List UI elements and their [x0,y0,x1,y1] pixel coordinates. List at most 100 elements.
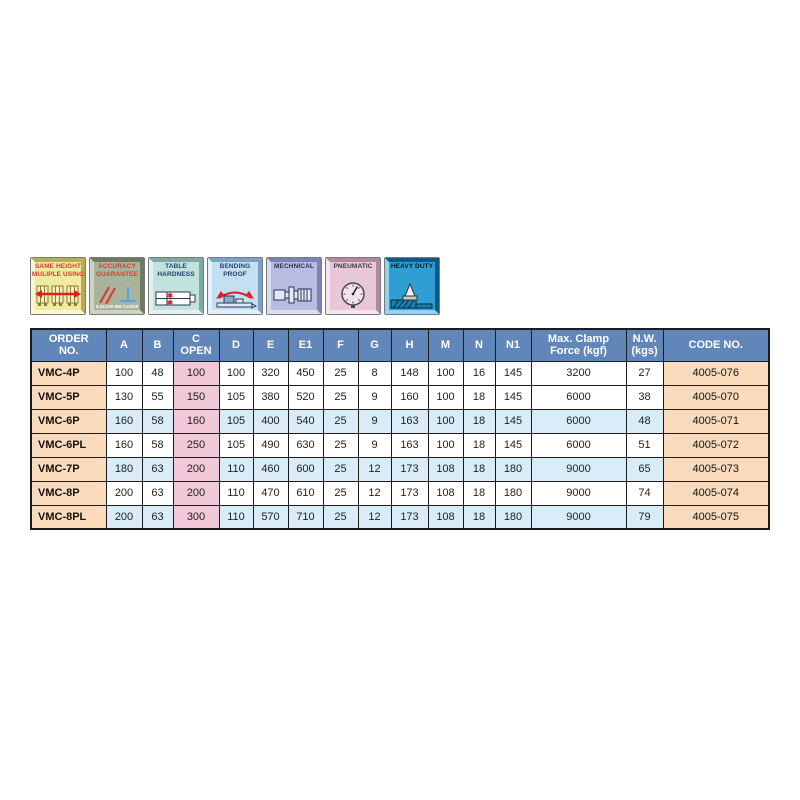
value-cell: 12 [357,504,392,530]
code-no-cell: 4005-071 [662,408,770,434]
value-cell: 100 [218,360,254,386]
value-cell: 6000 [530,384,627,410]
value-cell: 27 [625,360,664,386]
value-cell: 470 [252,480,289,506]
value-cell: 145 [494,408,532,434]
value-cell: 25 [322,384,359,410]
order-no-cell: VMC-7P [30,456,107,482]
table-row: VMC-6P 160 58 160 105 400 540 25 9 163 100 18 145 600… [30,408,770,434]
value-cell: 630 [287,432,324,458]
value-cell: 570 [252,504,289,530]
code-no-cell: 4005-073 [662,456,770,482]
column-header: E [252,328,289,362]
value-cell: 173 [390,504,429,530]
column-header: Max. Clamp Force (kgf) [530,328,627,362]
table-row: VMC-5P 130 55 150 105 380 520 25 9 160 100 18 145 600… [30,384,770,410]
same-height-badge: SAME HEIGHT MULIPLE USING [30,257,86,315]
value-cell: 610 [287,480,324,506]
value-cell: 48 [625,408,664,434]
order-no-cell: VMC-4P [30,360,107,386]
value-cell: 105 [218,384,254,410]
value-cell: 130 [105,384,143,410]
value-cell: 180 [494,456,532,482]
order-no-cell: VMC-8P [30,480,107,506]
spec-table-container: ORDER NO. A B C OPEN D E E1 F G H M N N1 Max. Clamp F… [30,328,770,530]
value-cell: 160 [105,432,143,458]
heavy-duty-badge: HEAVY DUTY [384,257,440,315]
spec-table-head-row: ORDER NO. A B C OPEN D E E1 F G H M N N1 Max. Clamp F… [30,328,770,362]
value-cell: 460 [252,456,289,482]
column-header: A [105,328,143,362]
value-cell: 55 [141,384,174,410]
value-cell: 145 [494,384,532,410]
value-cell: 9000 [530,480,627,506]
value-cell: 18 [462,456,496,482]
value-cell: 16 [462,360,496,386]
value-cell: 160 [390,384,429,410]
c-open-cell: 250 [172,432,220,458]
mechnical-badge: MECHNICAL [266,257,322,315]
value-cell: 160 [105,408,143,434]
svg-text:✱: ✱ [167,299,173,307]
c-open-cell: 150 [172,384,220,410]
value-cell: 200 [105,504,143,530]
value-cell: 25 [322,456,359,482]
hardened-table-icon: ✱ ✱ [155,291,196,307]
multiple-vises-arrow-icon [35,285,81,306]
value-cell: 9 [357,408,392,434]
value-cell: 25 [322,480,359,506]
value-cell: 200 [105,480,143,506]
value-cell: 18 [462,384,496,410]
value-cell: 110 [218,480,254,506]
value-cell: 18 [462,480,496,506]
column-header: E1 [287,328,324,362]
c-open-cell: 200 [172,480,220,506]
value-cell: 110 [218,504,254,530]
mechanical-spindle-icon [273,286,312,304]
column-header: CODE NO. [662,328,770,362]
code-no-cell: 4005-072 [662,432,770,458]
spec-table: ORDER NO. A B C OPEN D E E1 F G H M N N1 Max. Clamp F… [30,328,770,530]
c-open-cell: 200 [172,456,220,482]
value-cell: 100 [427,432,464,458]
code-no-cell: 4005-074 [662,480,770,506]
value-cell: 58 [141,408,174,434]
column-header: M [427,328,464,362]
value-cell: 63 [141,456,174,482]
value-cell: 520 [287,384,324,410]
value-cell: 25 [322,360,359,386]
column-header: C OPEN [172,328,220,362]
value-cell: 108 [427,456,464,482]
value-cell: 400 [252,408,289,434]
order-no-cell: VMC-6P [30,408,107,434]
column-header: N1 [494,328,532,362]
c-open-cell: 160 [172,408,220,434]
value-cell: 380 [252,384,289,410]
column-header: ORDER NO. [30,328,107,362]
value-cell: 48 [141,360,174,386]
value-cell: 8 [357,360,392,386]
value-cell: 163 [390,408,429,434]
value-cell: 65 [625,456,664,482]
value-cell: 6000 [530,432,627,458]
value-cell: 105 [218,408,254,434]
table-row: VMC-8P 200 63 200 110 470 610 25 12 173 108 18 180 90… [30,480,770,506]
column-header: N [462,328,496,362]
value-cell: 18 [462,432,496,458]
parallelism-perpendicularity-icon [99,286,136,305]
value-cell: 18 [462,408,496,434]
svg-text:✱: ✱ [167,292,173,300]
value-cell: 110 [218,456,254,482]
code-no-cell: 4005-075 [662,504,770,530]
value-cell: 9 [357,384,392,410]
value-cell: 12 [357,456,392,482]
value-cell: 540 [287,408,324,434]
value-cell: 100 [427,384,464,410]
column-header: D [218,328,254,362]
value-cell: 25 [322,408,359,434]
value-cell: 79 [625,504,664,530]
value-cell: 25 [322,504,359,530]
code-no-cell: 4005-076 [662,360,770,386]
value-cell: 145 [494,432,532,458]
